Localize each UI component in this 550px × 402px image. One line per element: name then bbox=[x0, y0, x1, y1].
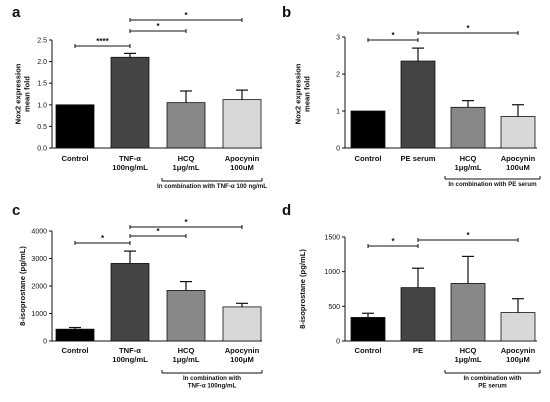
significance-label: * bbox=[391, 31, 395, 40]
y-tick-label: 1 bbox=[336, 109, 340, 116]
bar bbox=[500, 116, 536, 149]
significance-label: * bbox=[101, 234, 105, 243]
combination-note: In combination with bbox=[183, 375, 241, 382]
y-axis-label-line: Nox2 expression bbox=[294, 63, 303, 124]
category-label: 100ng/mL bbox=[112, 163, 148, 172]
combination-note: In combination with bbox=[463, 375, 521, 382]
panel-b: b Nox2 expression mean fold 0 1 2 3 Control PE s… bbox=[282, 4, 541, 188]
category-label: 1μg/mL bbox=[454, 355, 481, 364]
bar bbox=[55, 328, 95, 342]
y-axis-label-line: Nox2 expression bbox=[14, 63, 23, 124]
y-tick-label: 3 bbox=[336, 35, 340, 42]
y-tick-label: 0.5 bbox=[37, 124, 47, 131]
y-axis-label: Nox2 expression mean fold bbox=[294, 63, 312, 124]
category-label: Apocynin bbox=[501, 154, 536, 163]
bar bbox=[166, 289, 206, 342]
y-tick-label: 0.0 bbox=[37, 146, 47, 153]
y-tick-label: 3000 bbox=[31, 256, 47, 263]
significance-label: * bbox=[184, 218, 188, 227]
bar bbox=[110, 263, 150, 342]
bar bbox=[350, 110, 386, 149]
category-label: TNF-α bbox=[119, 154, 141, 163]
y-tick-label: 2.5 bbox=[37, 38, 47, 45]
bar bbox=[450, 106, 486, 149]
y-axis-label-line: 8-isoprostane (pg/mL) bbox=[18, 246, 27, 326]
combination-note: In combination with TNF-α 100 ng/mL bbox=[157, 183, 267, 190]
bar bbox=[222, 99, 262, 149]
category-label: 1μg/mL bbox=[454, 163, 481, 172]
category-label: Control bbox=[355, 346, 382, 355]
category-label: Control bbox=[62, 346, 89, 355]
panel-letter: d bbox=[282, 202, 291, 219]
category-label: HCQ bbox=[178, 154, 195, 163]
y-axis-label-line: mean fold bbox=[303, 76, 312, 112]
category-label: 1μg/mL bbox=[172, 163, 199, 172]
significance-label: * bbox=[466, 24, 470, 33]
category-label: TNF-α bbox=[119, 346, 141, 355]
panel-letter: c bbox=[12, 202, 20, 219]
y-axis-label: 8-isoprostane (pg/mL) bbox=[18, 246, 27, 326]
bar bbox=[500, 312, 536, 342]
panel-letter: a bbox=[12, 4, 21, 21]
y-axis-label-line: mean fold bbox=[23, 76, 32, 112]
y-tick-label: 1000 bbox=[31, 311, 47, 318]
category-label: Apocynin bbox=[225, 154, 260, 163]
bar bbox=[166, 102, 206, 149]
significance-label: * bbox=[156, 227, 160, 236]
bar bbox=[222, 306, 262, 342]
category-label: 100uM bbox=[230, 163, 254, 172]
category-label: Apocynin bbox=[225, 346, 260, 355]
significance-label: * bbox=[184, 11, 188, 20]
y-axis-label: Nox2 expression mean fold bbox=[14, 63, 32, 124]
combination-note: TNF-α 100ng/mL bbox=[188, 383, 237, 390]
bar bbox=[450, 283, 486, 342]
bar bbox=[400, 60, 436, 149]
category-label: HCQ bbox=[178, 346, 195, 355]
y-tick-label: 2000 bbox=[31, 284, 47, 291]
combination-note: PE serum bbox=[478, 383, 507, 390]
bar bbox=[350, 317, 386, 342]
category-label: PE serum bbox=[400, 154, 435, 163]
category-label: 100ng/mL bbox=[112, 355, 148, 364]
y-tick-label: 0 bbox=[43, 339, 47, 346]
y-tick-label: 2 bbox=[336, 72, 340, 79]
y-tick-label: 2.0 bbox=[37, 59, 47, 66]
panel-letter: b bbox=[282, 4, 291, 21]
category-label: HCQ bbox=[460, 154, 477, 163]
combination-note: In combination with PE serum bbox=[448, 181, 537, 188]
category-label: 100μM bbox=[506, 355, 530, 364]
significance-label: **** bbox=[96, 37, 109, 46]
category-label: HCQ bbox=[460, 346, 477, 355]
y-tick-label: 0 bbox=[336, 339, 340, 346]
y-tick-label: 500 bbox=[328, 304, 340, 311]
category-label: Control bbox=[62, 154, 89, 163]
category-label: Apocynin bbox=[501, 346, 536, 355]
category-label: 1μg/mL bbox=[172, 355, 199, 364]
y-tick-label: 1.0 bbox=[37, 102, 47, 109]
y-axis-label: 8-isoprostane (pg/mL) bbox=[298, 249, 307, 329]
category-label: 100μM bbox=[230, 355, 254, 364]
significance-label: * bbox=[391, 237, 395, 246]
bar bbox=[400, 287, 436, 342]
y-axis-label-line: 8-isoprostane (pg/mL) bbox=[298, 249, 307, 329]
panel-d: d 8-isoprostane (pg/mL) 0 500 1000 1500 Contro… bbox=[282, 202, 541, 390]
significance-label: * bbox=[466, 231, 470, 240]
significance-label: * bbox=[156, 22, 160, 31]
panel-c: c 8-isoprostane (pg/mL) 0 1000 2000 3000 4000 C… bbox=[12, 202, 263, 390]
y-tick-label: 1000 bbox=[324, 269, 340, 276]
y-tick-label: 4000 bbox=[31, 229, 47, 236]
bar bbox=[55, 104, 95, 149]
panel-a: a Nox2 expression mean fold 0.0 0.5 1.0 1.5 2.0… bbox=[12, 4, 267, 190]
y-tick-label: 1.5 bbox=[37, 81, 47, 88]
y-tick-label: 1500 bbox=[324, 235, 340, 242]
category-label: PE bbox=[413, 346, 423, 355]
category-label: Control bbox=[355, 154, 382, 163]
bar bbox=[110, 56, 150, 149]
category-label: 100uM bbox=[506, 163, 530, 172]
y-tick-label: 0 bbox=[336, 146, 340, 153]
